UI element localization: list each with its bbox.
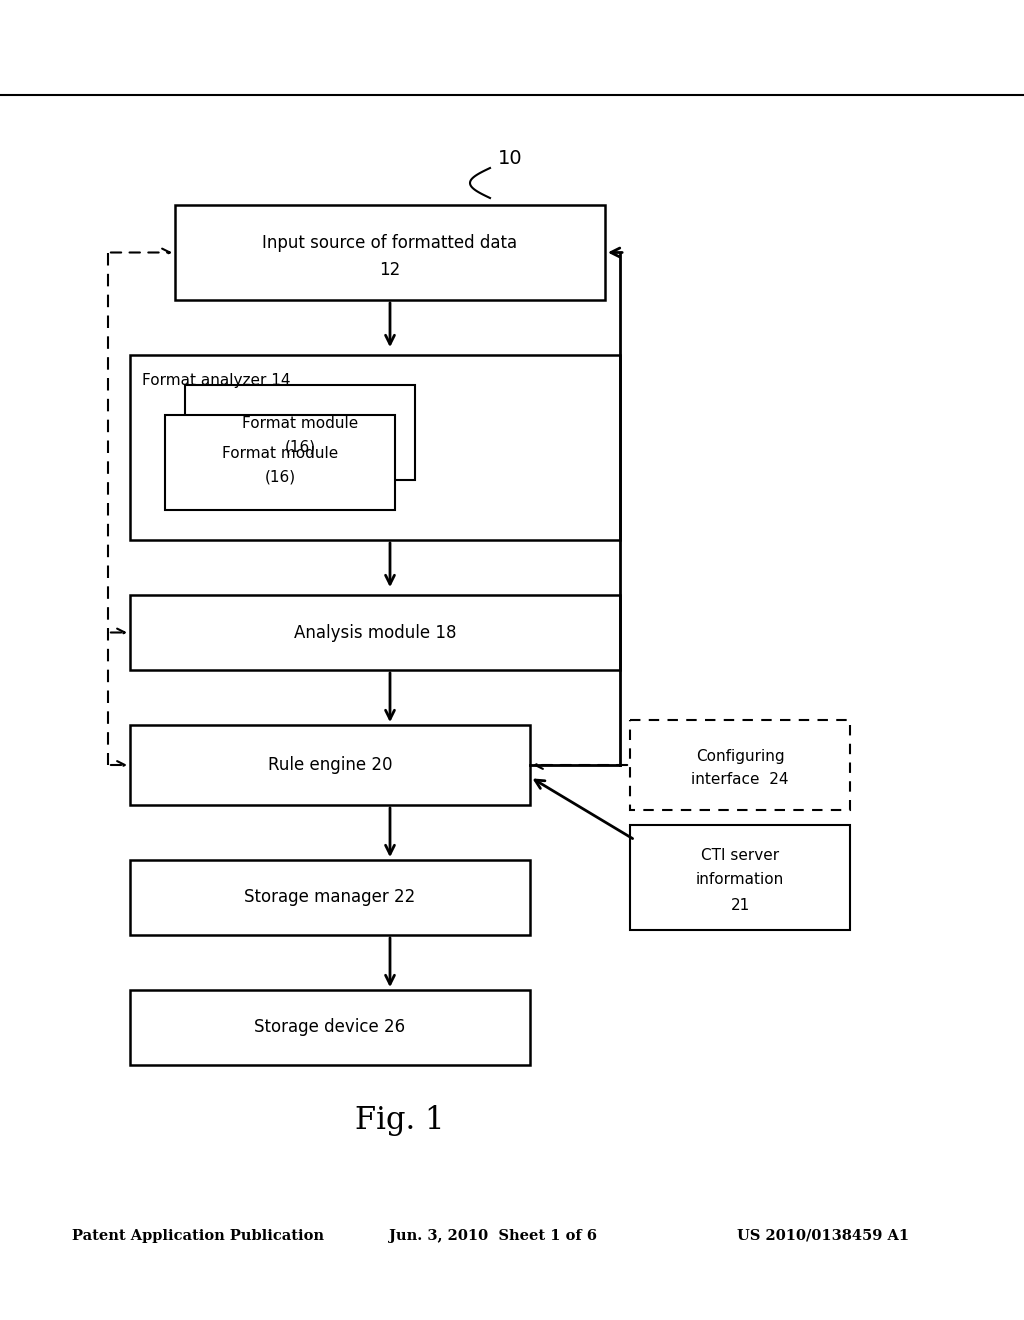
Bar (165, 414, 395, 510)
Text: 21: 21 (730, 898, 750, 912)
Text: information: information (696, 873, 784, 887)
Text: 12: 12 (379, 261, 400, 279)
Text: Format module: Format module (222, 446, 338, 461)
Text: Configuring: Configuring (695, 750, 784, 764)
Text: Format analyzer 14: Format analyzer 14 (142, 374, 291, 388)
Text: US 2010/0138459 A1: US 2010/0138459 A1 (737, 1229, 909, 1243)
Bar (630, 825, 850, 931)
Bar (130, 595, 620, 671)
Bar (130, 990, 530, 1065)
Bar (175, 205, 605, 300)
Bar (130, 861, 530, 935)
Bar (185, 385, 415, 480)
Bar (130, 725, 530, 805)
Text: CTI server: CTI server (701, 847, 779, 862)
Text: (16): (16) (264, 470, 296, 484)
Text: 10: 10 (498, 149, 522, 168)
Text: Format module: Format module (242, 416, 358, 430)
Text: Analysis module 18: Analysis module 18 (294, 623, 457, 642)
Text: Storage device 26: Storage device 26 (254, 1019, 406, 1036)
Text: Patent Application Publication: Patent Application Publication (72, 1229, 324, 1243)
Text: Jun. 3, 2010  Sheet 1 of 6: Jun. 3, 2010 Sheet 1 of 6 (389, 1229, 597, 1243)
Bar (130, 355, 620, 540)
Text: Rule engine 20: Rule engine 20 (267, 756, 392, 774)
Text: Fig. 1: Fig. 1 (355, 1105, 444, 1135)
Text: interface  24: interface 24 (691, 771, 788, 787)
Bar (630, 719, 850, 810)
Text: Input source of formatted data: Input source of formatted data (262, 234, 517, 252)
Text: Storage manager 22: Storage manager 22 (245, 888, 416, 907)
Text: (16): (16) (285, 440, 315, 454)
